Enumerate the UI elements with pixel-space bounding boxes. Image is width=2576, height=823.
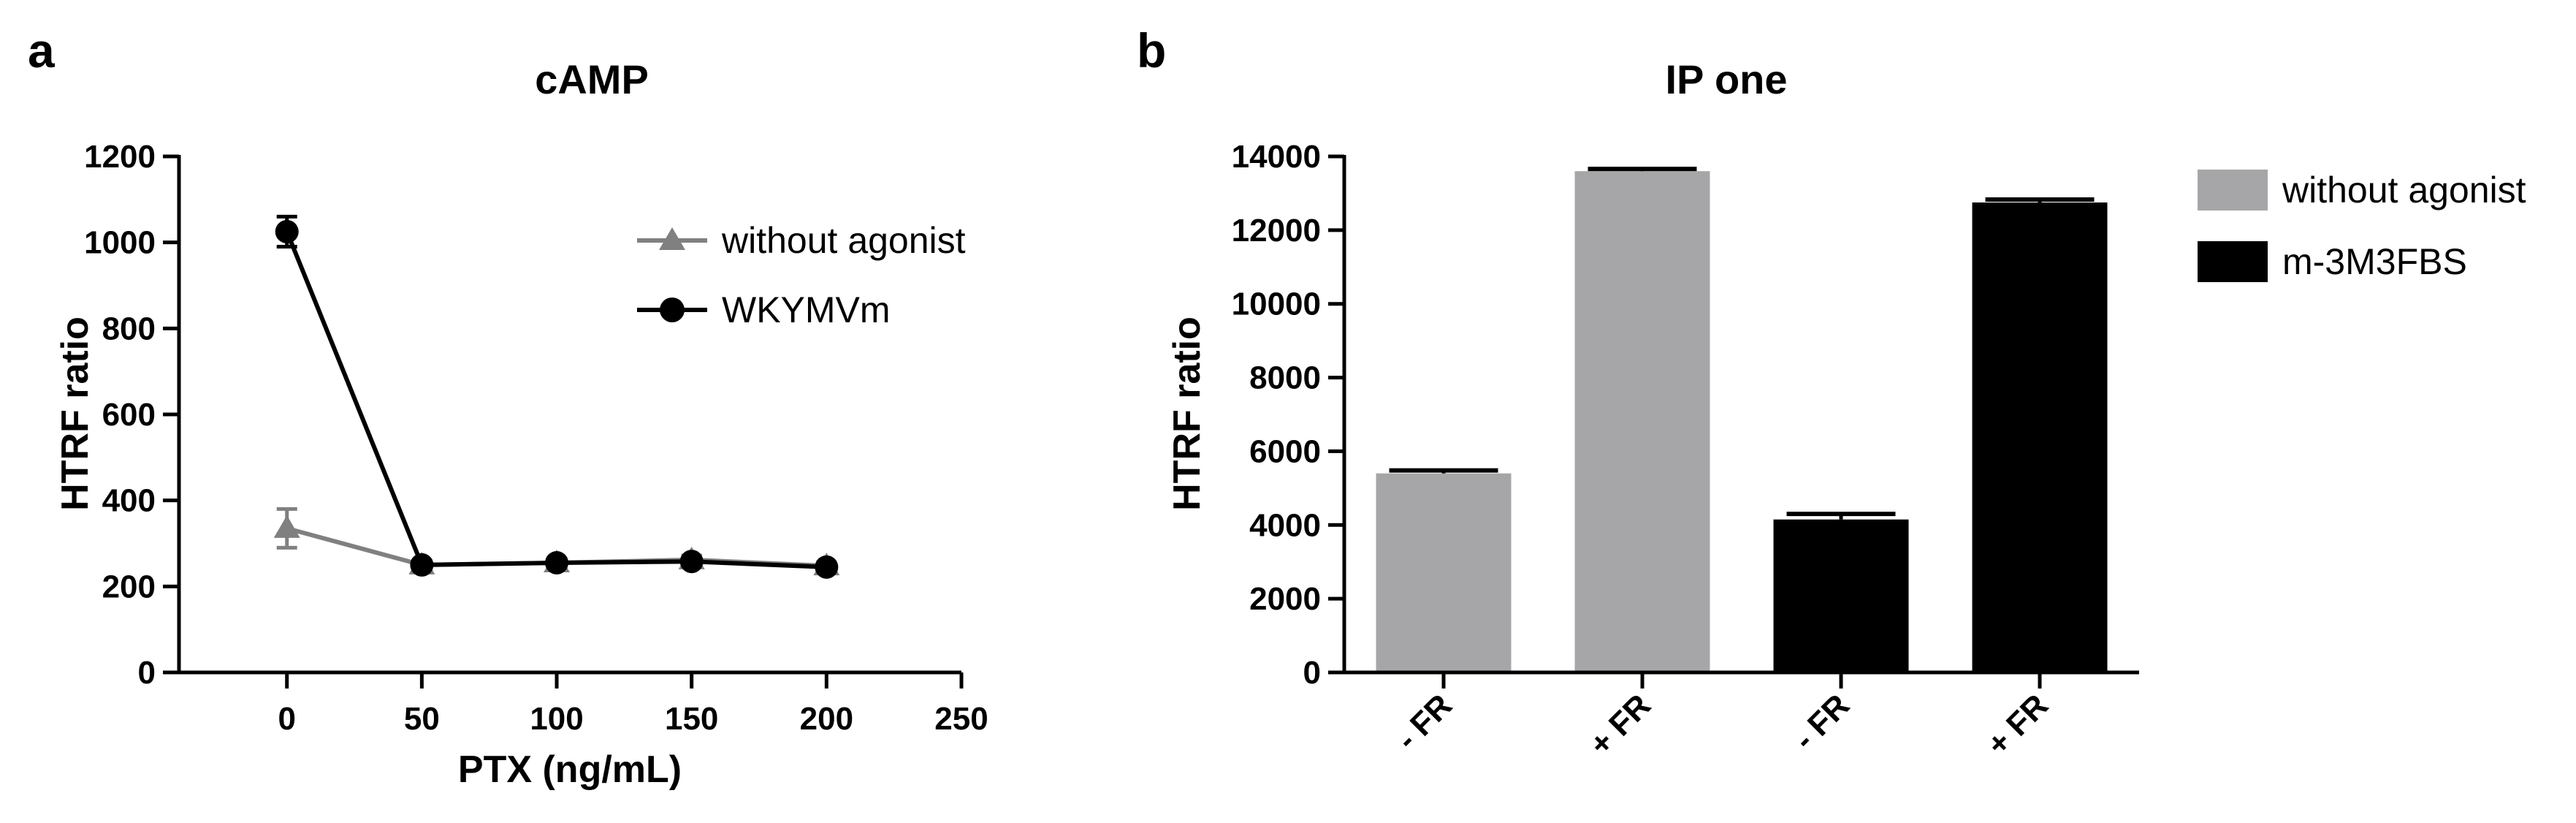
panel-a-letter: a [28, 23, 56, 77]
legend-label-without-agonist: without agonist [2282, 170, 2526, 211]
bar [1972, 202, 2108, 672]
series-line [284, 230, 827, 569]
legend-swatch-without-agonist [2198, 170, 2268, 211]
x-category-label: + FR [1582, 687, 1658, 762]
x-tick-label: 150 [665, 701, 718, 737]
panel-a-line-chart: a cAMP 0 200 400 600 800 1000 1200 0 50 100 150 20… [28, 23, 988, 791]
y-tick-label: 2000 [1249, 581, 1321, 617]
panel-a-y-axis-label: HTRF ratio [54, 316, 96, 511]
legend-label-m-3m3fbs: m-3M3FBS [2282, 241, 2467, 282]
x-category-label: - FR [1787, 687, 1856, 756]
panel-b-y-ticks: 0 2000 4000 6000 8000 10000 12000 14000 [1232, 139, 1344, 691]
y-tick-label: 14000 [1232, 139, 1321, 175]
data-point-circle [815, 555, 839, 579]
panel-a-x-ticks: 0 50 100 150 200 250 [278, 672, 988, 737]
y-tick-label: 400 [102, 483, 156, 519]
legend-item-without-agonist: without agonist [637, 220, 966, 261]
x-tick-label: 50 [404, 701, 440, 737]
panel-b-bars [1376, 167, 2108, 672]
panel-a-title: cAMP [535, 56, 649, 102]
data-point-circle [275, 219, 299, 243]
y-tick-label: 0 [1303, 655, 1321, 691]
legend-item-wkymvm: WKYMVm [637, 289, 891, 330]
y-tick-label: 1200 [84, 139, 156, 175]
panel-a-series [273, 214, 840, 579]
panel-b-letter: b [1137, 23, 1166, 77]
y-tick-label: 10000 [1232, 287, 1321, 322]
x-tick-label: 100 [530, 701, 583, 737]
y-tick-label: 8000 [1249, 360, 1321, 396]
data-point-triangle [273, 515, 300, 538]
legend-label-wkymvm: WKYMVm [722, 289, 891, 330]
panel-a-legend: without agonist WKYMVm [637, 220, 966, 330]
y-tick-label: 0 [138, 655, 156, 691]
panel-a-y-ticks: 0 200 400 600 800 1000 1200 [84, 139, 179, 691]
legend-label-without-agonist: without agonist [721, 220, 966, 261]
legend-item-without-agonist: without agonist [2198, 170, 2526, 211]
data-point-circle [410, 553, 434, 577]
panel-b-legend: without agonist m-3M3FBS [2198, 170, 2526, 282]
data-point-circle [545, 550, 569, 574]
bar [1574, 171, 1710, 672]
x-tick-label: 250 [934, 701, 988, 737]
legend-item-m-3m3fbs: m-3M3FBS [2198, 241, 2467, 282]
y-tick-label: 1000 [84, 225, 156, 261]
data-point-circle [679, 550, 704, 574]
y-tick-label: 200 [102, 569, 156, 604]
series-wkymvm [275, 214, 839, 579]
x-category-label: + FR [1980, 687, 2055, 762]
y-tick-label: 6000 [1249, 433, 1321, 469]
legend-triangle-marker [659, 227, 685, 250]
x-tick-label: 200 [800, 701, 853, 737]
bar [1773, 519, 1909, 672]
panel-b-bar-chart: b IP one 0 2000 4000 6000 8000 10000 12000 1400… [1137, 23, 2526, 762]
x-tick-label: 0 [278, 701, 295, 737]
panel-b-y-axis-label: HTRF ratio [1166, 316, 1208, 511]
panel-a-x-axis-label: PTX (ng/mL) [458, 748, 682, 791]
panel-b-title: IP one [1665, 56, 1787, 102]
y-tick-label: 4000 [1249, 507, 1321, 543]
y-tick-label: 600 [102, 397, 156, 433]
y-tick-label: 800 [102, 311, 156, 346]
legend-swatch-m-3m3fbs [2198, 241, 2268, 282]
legend-circle-marker [660, 297, 685, 322]
panel-b-x-ticks: - FR + FR - FR + FR [1390, 672, 2055, 762]
y-tick-label: 12000 [1232, 213, 1321, 249]
bar [1376, 473, 1512, 672]
x-category-label: - FR [1390, 687, 1459, 756]
